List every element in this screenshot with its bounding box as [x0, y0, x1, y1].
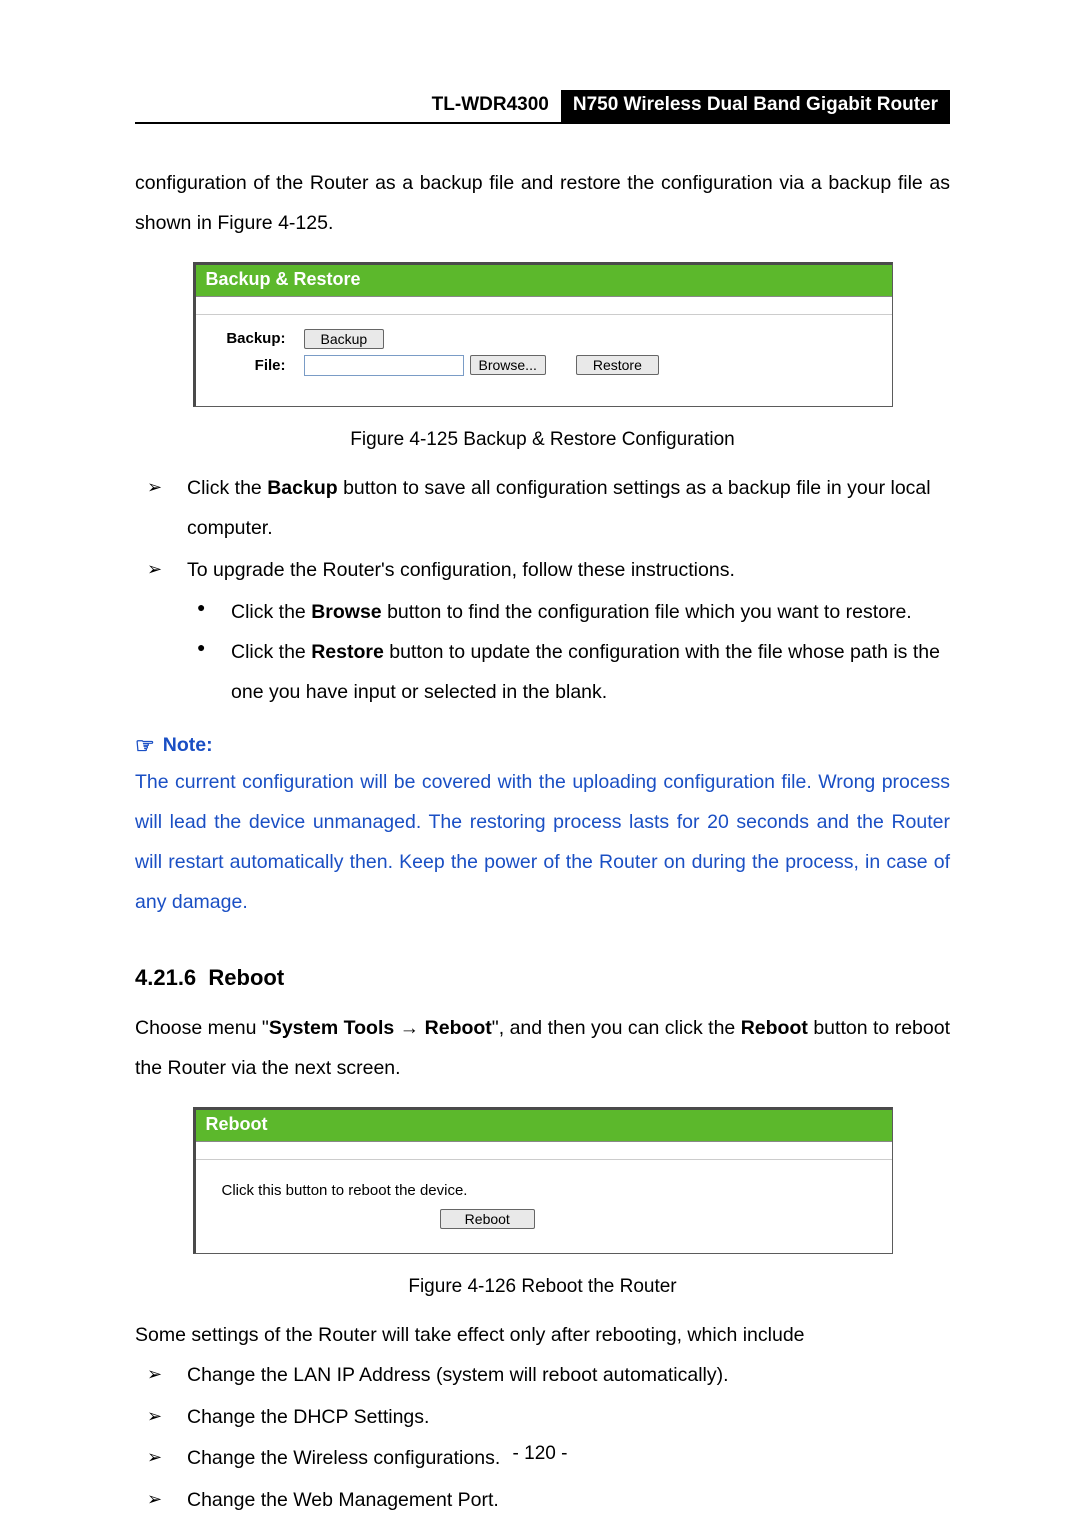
intro-paragraph: configuration of the Router as a backup … — [135, 164, 950, 244]
fig1-spacer — [196, 297, 892, 315]
browse-button[interactable]: Browse... — [470, 355, 546, 375]
note-heading: ☞ Note: — [135, 733, 950, 759]
fig2-caption: Figure 4-126 Reboot the Router — [135, 1276, 950, 1298]
list2-d: Change the Web Management Port. — [135, 1481, 950, 1521]
list2-a: Change the LAN IP Address (system will r… — [135, 1356, 950, 1396]
note-body: The current configuration will be covere… — [135, 763, 950, 923]
file-input[interactable] — [304, 355, 464, 376]
fig2-spacer — [196, 1142, 892, 1160]
reboot-paragraph: Choose menu "System Tools → Reboot", and… — [135, 1009, 950, 1089]
p2-a: Choose menu " — [135, 1017, 269, 1039]
fig1-title: Backup & Restore — [196, 265, 892, 297]
figure-reboot: Reboot Click this button to reboot the d… — [193, 1107, 893, 1254]
reboot-effect-list: Change the LAN IP Address (system will r… — [135, 1356, 950, 1522]
fig2-text: Click this button to reboot the device. — [206, 1174, 882, 1207]
note-icon: ☞ — [135, 733, 155, 759]
fig1-caption: Figure 4-125 Backup & Restore Configurat… — [135, 429, 950, 451]
sub2-bold: Restore — [311, 641, 384, 663]
para3: Some settings of the Router will take ef… — [135, 1316, 950, 1356]
fig1-body: Backup: Backup File: Browse... Restore — [196, 315, 892, 406]
section-num: 4.21.6 — [135, 965, 196, 990]
sub1-pre: Click the — [231, 601, 311, 623]
page-header: TL-WDR4300 N750 Wireless Dual Band Gigab… — [135, 90, 950, 124]
p2-c: ", and then you can click the — [492, 1017, 741, 1039]
p2-b1: System Tools — [269, 1017, 394, 1039]
list1-a-pre: Click the — [187, 477, 267, 499]
p2-b3: Reboot — [741, 1017, 808, 1039]
sub1-bold: Browse — [311, 601, 381, 623]
note-label: Note: — [163, 734, 213, 756]
p2-b2: Reboot — [425, 1017, 492, 1039]
sublist-item-2: Click the Restore button to update the c… — [135, 633, 950, 713]
fig2-title: Reboot — [196, 1110, 892, 1142]
p2-arrow: → — [394, 1017, 424, 1039]
list1-item-b: To upgrade the Router's configuration, f… — [135, 551, 950, 591]
backup-button[interactable]: Backup — [304, 329, 385, 349]
instruction-list-1: Click the Backup button to save all conf… — [135, 469, 950, 591]
sub1-post: button to find the configuration file wh… — [382, 601, 912, 623]
header-model: TL-WDR4300 — [420, 90, 561, 122]
header-desc: N750 Wireless Dual Band Gigabit Router — [561, 90, 950, 122]
sublist-item-1: Click the Browse button to find the conf… — [135, 593, 950, 633]
figure-backup-restore: Backup & Restore Backup: Backup File: Br… — [193, 262, 893, 407]
list2-b: Change the DHCP Settings. — [135, 1398, 950, 1438]
fig2-btn-row: Reboot — [206, 1207, 882, 1249]
sub2-pre: Click the — [231, 641, 311, 663]
fig1-file-row: File: Browse... Restore — [206, 355, 882, 376]
instruction-sublist: Click the Browse button to find the conf… — [135, 593, 950, 713]
section-title: Reboot — [208, 965, 284, 990]
list1-a-bold: Backup — [267, 477, 337, 499]
fig1-backup-label: Backup: — [206, 330, 286, 347]
restore-button[interactable]: Restore — [576, 355, 659, 375]
reboot-button[interactable]: Reboot — [440, 1209, 535, 1229]
fig1-file-label: File: — [206, 357, 286, 374]
section-heading: 4.21.6 Reboot — [135, 965, 950, 991]
fig1-backup-row: Backup: Backup — [206, 329, 882, 349]
list1-item-a: Click the Backup button to save all conf… — [135, 469, 950, 549]
fig2-body: Click this button to reboot the device. … — [196, 1160, 892, 1253]
page-number: - 120 - — [0, 1443, 1080, 1465]
